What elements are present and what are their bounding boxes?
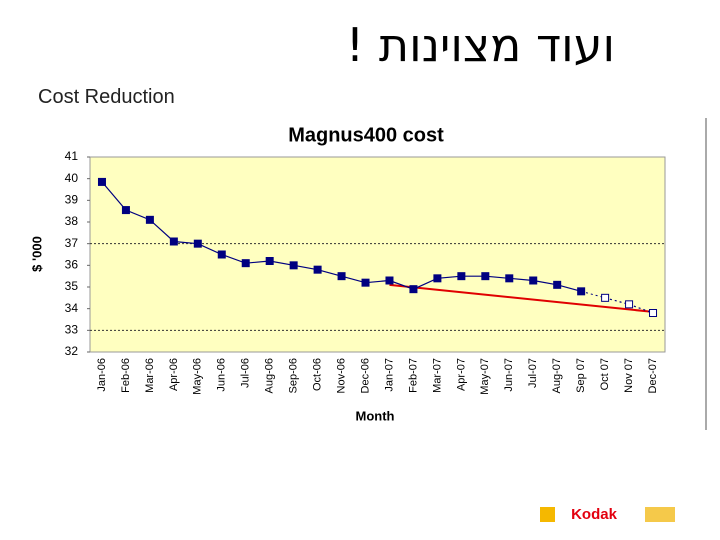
subtitle: Cost Reduction — [38, 86, 175, 108]
x-tick-label: Jun-06 — [216, 358, 228, 392]
marker — [265, 257, 274, 265]
y-tick-label: 34 — [65, 301, 79, 315]
marker — [313, 265, 322, 274]
x-tick-label: Feb-07 — [407, 358, 419, 393]
y-tick-label: 39 — [65, 193, 79, 207]
y-tick-label: 41 — [65, 149, 79, 163]
logo-block — [645, 507, 675, 522]
y-tick-label: 36 — [65, 258, 79, 272]
marker — [337, 272, 346, 281]
marker — [241, 259, 250, 268]
marker — [529, 276, 538, 285]
y-tick-label: 35 — [65, 279, 79, 293]
marker — [409, 285, 418, 294]
x-tick-label: Sep-06 — [288, 358, 300, 393]
x-tick-label: Jan-06 — [96, 358, 108, 392]
x-tick-label: Nov-06 — [335, 358, 347, 393]
plot-area — [89, 156, 666, 353]
chart-title: Magnus400 cost — [288, 124, 444, 146]
y-tick-label: 33 — [65, 323, 79, 337]
logo: Kodak — [571, 506, 618, 523]
x-tick-label: Jul-07 — [527, 358, 539, 388]
marker — [481, 272, 490, 281]
marker — [145, 215, 154, 224]
y-tick-label: 32 — [65, 344, 79, 358]
y-axis-label: $ '000 — [29, 236, 44, 272]
x-tick-label: Apr-06 — [168, 358, 180, 391]
x-tick-label: Aug-07 — [551, 358, 563, 393]
marker — [97, 177, 106, 186]
y-tick-label: 40 — [65, 171, 79, 185]
marker — [625, 300, 634, 309]
marker — [385, 276, 394, 285]
marker — [553, 280, 562, 289]
series-line — [604, 297, 654, 314]
x-tick-label: Apr-07 — [455, 358, 467, 391]
x-tick-label: Jan-07 — [383, 358, 395, 392]
marker — [601, 293, 610, 302]
x-tick-label: Oct 07 — [599, 358, 611, 390]
x-tick-label: Nov 07 — [623, 358, 635, 393]
x-tick-label: Mar-07 — [431, 358, 443, 393]
marker — [217, 250, 226, 259]
x-tick-label: May-06 — [192, 358, 204, 395]
y-tick-label: 38 — [65, 214, 79, 228]
x-tick-label: Jul-06 — [240, 358, 252, 388]
trend-line — [389, 283, 654, 313]
y-tick-label: 37 — [65, 236, 79, 250]
x-tick-label: Dec-07 — [647, 358, 659, 393]
marker — [193, 239, 202, 248]
logo-block — [540, 507, 555, 522]
x-tick-label: Sep 07 — [575, 358, 587, 393]
x-tick-label: Mar-06 — [144, 358, 156, 393]
slide-title: ועוד מצוינות ! — [345, 18, 615, 72]
marker — [361, 278, 370, 287]
marker — [505, 274, 514, 283]
x-tick-label: Aug-06 — [264, 358, 276, 393]
marker — [433, 274, 442, 283]
x-tick-label: Feb-06 — [120, 358, 132, 393]
marker — [649, 309, 658, 317]
x-tick-label: Dec-06 — [359, 358, 371, 393]
x-tick-label: Jun-07 — [503, 358, 515, 392]
x-tick-label: May-07 — [479, 358, 491, 395]
marker — [169, 237, 178, 246]
x-tick-label: Oct-06 — [312, 358, 324, 391]
marker — [289, 261, 298, 270]
marker — [121, 206, 130, 215]
marker — [457, 272, 466, 281]
x-axis-label: Month — [356, 408, 395, 423]
